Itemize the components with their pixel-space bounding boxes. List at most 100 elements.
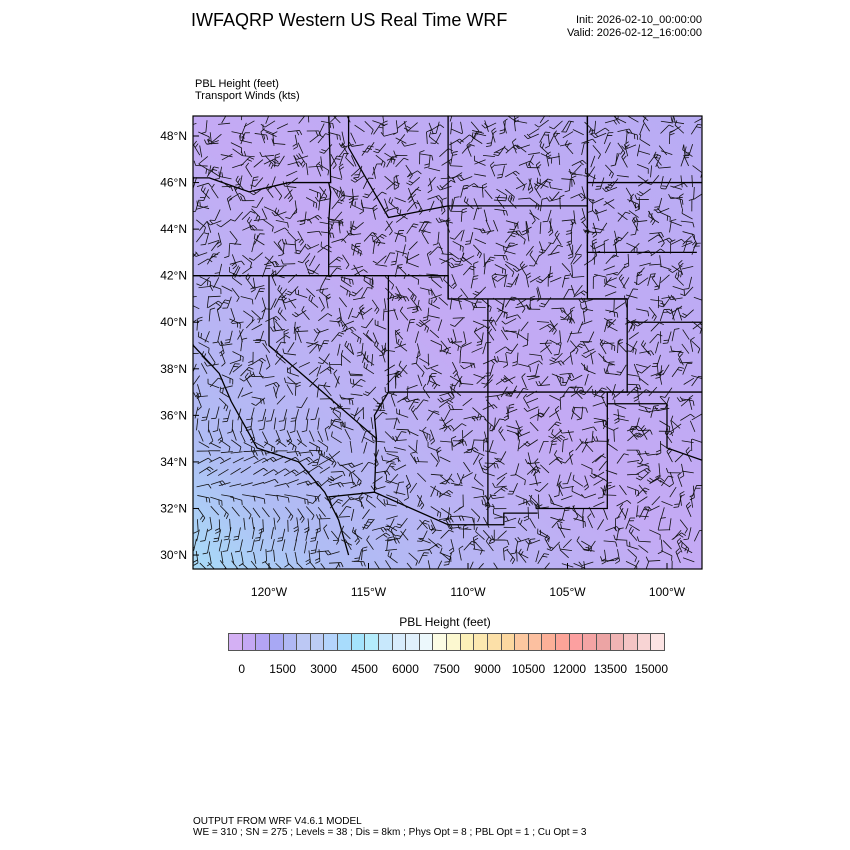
- wind-barb: [689, 420, 696, 433]
- wind-barb: [648, 306, 657, 322]
- wind-barb: [440, 473, 453, 485]
- wind-barb: [460, 342, 472, 348]
- wind-barb: [463, 196, 474, 210]
- wind-barb: [296, 331, 302, 344]
- wind-barb: [219, 439, 231, 452]
- wind-barb: [273, 549, 276, 562]
- wind-barb: [253, 159, 264, 168]
- wind-barb: [230, 211, 244, 222]
- colorbar-swatch: [610, 634, 625, 650]
- wind-barb: [683, 144, 686, 157]
- wind-barb: [438, 297, 449, 306]
- wind-barb: [549, 440, 558, 454]
- wind-barb: [548, 266, 552, 279]
- wind-barb: [495, 163, 508, 166]
- wind-barb: [566, 331, 573, 343]
- wind-barb: [670, 221, 682, 227]
- wind-barb: [352, 527, 363, 540]
- wind-barb: [384, 276, 395, 290]
- wind-barb: [646, 175, 660, 185]
- wind-barb: [535, 550, 540, 563]
- wind-barb: [660, 507, 665, 520]
- wind-barb: [422, 307, 430, 322]
- wind-barb: [477, 563, 484, 569]
- wind-barb: [219, 505, 229, 519]
- wind-barb: [583, 331, 595, 343]
- wind-barb: [651, 274, 660, 289]
- wind-barb: [523, 406, 539, 412]
- wind-barb: [515, 183, 527, 190]
- wind-barb: [427, 178, 433, 194]
- wind-barb: [398, 499, 408, 509]
- wind-barb: [559, 428, 574, 434]
- wind-barb: [274, 153, 281, 168]
- wind-barb: [660, 150, 673, 156]
- wind-barb: [581, 441, 589, 453]
- wind-barb: [338, 218, 344, 234]
- wind-barb: [232, 148, 243, 157]
- wind-barb: [472, 453, 480, 465]
- wind-barb: [331, 530, 340, 545]
- wind-barb: [527, 360, 543, 366]
- wind-barb: [214, 519, 221, 534]
- wind-barb: [328, 132, 341, 141]
- wind-barb: [372, 332, 379, 344]
- wind-barb: [681, 343, 690, 354]
- wind-barb: [372, 120, 384, 125]
- wind-barb: [372, 163, 382, 176]
- wind-barb: [243, 517, 246, 530]
- wind-barb: [361, 287, 373, 299]
- wind-barb: [445, 217, 451, 233]
- wind-barb: [208, 429, 214, 445]
- wind-barb: [310, 407, 319, 421]
- wind-barb: [448, 206, 463, 212]
- colorbar: [228, 633, 665, 651]
- wind-barb: [491, 272, 497, 288]
- wind-barb: [201, 408, 210, 421]
- wind-barb: [549, 320, 557, 335]
- wind-barb: [668, 265, 683, 273]
- wind-barb: [560, 318, 576, 324]
- wind-barb: [263, 219, 274, 232]
- wind-barb: [210, 241, 220, 252]
- wind-barb: [440, 257, 456, 264]
- wind-barb: [330, 471, 346, 477]
- colorbar-swatch: [487, 634, 502, 650]
- wind-barb: [432, 279, 442, 289]
- wind-barb: [318, 296, 325, 312]
- wind-barb: [349, 378, 363, 387]
- wind-barb: [449, 252, 460, 260]
- wind-barb: [559, 194, 565, 210]
- wind-barb: [451, 198, 453, 211]
- wind-barb: [514, 273, 520, 286]
- wind-barb: [568, 244, 574, 260]
- wind-barb: [274, 341, 287, 353]
- colorbar-swatch: [637, 634, 652, 650]
- wind-barb: [484, 189, 493, 200]
- wind-barb: [460, 184, 469, 198]
- wind-barb: [638, 400, 652, 410]
- wind-barb: [493, 562, 499, 569]
- wind-barb: [362, 187, 375, 199]
- wind-barb: [457, 294, 463, 310]
- wind-barb: [439, 349, 452, 355]
- wind-barb: [672, 182, 688, 188]
- wind-barb: [583, 561, 586, 569]
- wind-barb: [457, 524, 472, 530]
- wind-barb: [481, 499, 495, 508]
- wind-barb: [495, 196, 508, 199]
- wind-barb: [342, 254, 350, 270]
- wind-barb: [274, 468, 290, 476]
- lat-label: 40°N: [160, 315, 187, 329]
- wind-barb: [657, 232, 665, 248]
- wind-barb: [605, 309, 619, 318]
- wind-barb: [469, 561, 474, 569]
- wind-barb: [407, 430, 419, 437]
- wind-barb: [234, 539, 243, 553]
- wind-barb: [394, 329, 401, 344]
- wind-barb: [348, 141, 364, 147]
- wind-barb: [529, 255, 540, 267]
- wind-barb: [676, 537, 683, 553]
- wind-barb: [350, 167, 361, 177]
- wind-barb: [384, 364, 396, 372]
